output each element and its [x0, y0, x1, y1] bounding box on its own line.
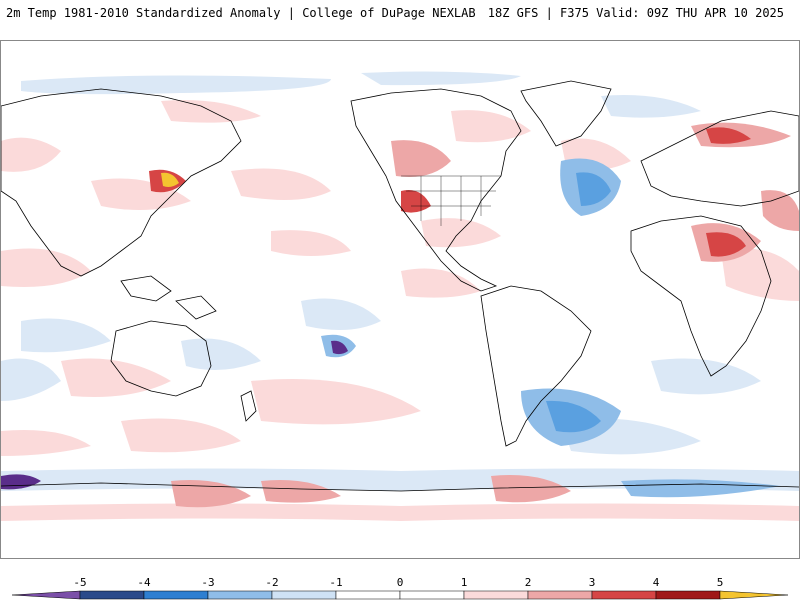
state-borders: [401, 175, 501, 226]
colorbar-segment: [271, 590, 337, 600]
colorbar-tick: 3: [588, 576, 596, 589]
colorbar-tick: -5: [73, 576, 87, 589]
greenland-outline: [520, 80, 612, 147]
colorbar-tick: 1: [460, 576, 468, 589]
colorbar-scale: [11, 590, 789, 600]
australia-outline: [110, 320, 212, 397]
colorbar: -5 -4 -3 -2 -1 0 1 2 3 4 5: [0, 560, 800, 600]
europe-africa-outline: [630, 215, 772, 377]
coastlines: [1, 80, 799, 492]
map-header: 2m Temp 1981-2010 Standardized Anomaly |…: [0, 0, 800, 40]
colorbar-segment: [143, 590, 209, 600]
north-america-outline: [350, 88, 522, 292]
colorbar-tick: 5: [716, 576, 724, 589]
colorbar-tick: 0: [396, 576, 404, 589]
colorbar-segment: [79, 590, 145, 600]
world-map: [1, 71, 799, 521]
colorbar-segment-under: [11, 590, 81, 600]
colorbar-segment: [207, 590, 273, 600]
colorbar-tick: -1: [329, 576, 343, 589]
colorbar-segment: [463, 590, 529, 600]
colorbar-tick: 2: [524, 576, 532, 589]
asia-outline: [1, 88, 242, 277]
model-run-label: 18Z GFS | F375 Valid: 09Z THU APR 10 202…: [487, 6, 784, 20]
colorbar-segment: [527, 590, 593, 600]
colorbar-segment: [335, 590, 401, 600]
antarctica-outline: [1, 482, 799, 492]
colorbar-tick: -4: [137, 576, 151, 589]
colorbar-segment: [655, 590, 721, 600]
anomaly-shading: [1, 71, 799, 521]
south-america-outline: [480, 285, 592, 447]
colorbar-segment: [591, 590, 657, 600]
map-title: 2m Temp 1981-2010 Standardized Anomaly |…: [6, 6, 476, 20]
colorbar-tick: 4: [652, 576, 660, 589]
colorbar-segment-over: [719, 590, 789, 600]
colorbar-tick: -3: [201, 576, 215, 589]
map-panel: [0, 40, 800, 559]
colorbar-tick: -2: [265, 576, 279, 589]
colorbar-segment: [399, 590, 465, 600]
